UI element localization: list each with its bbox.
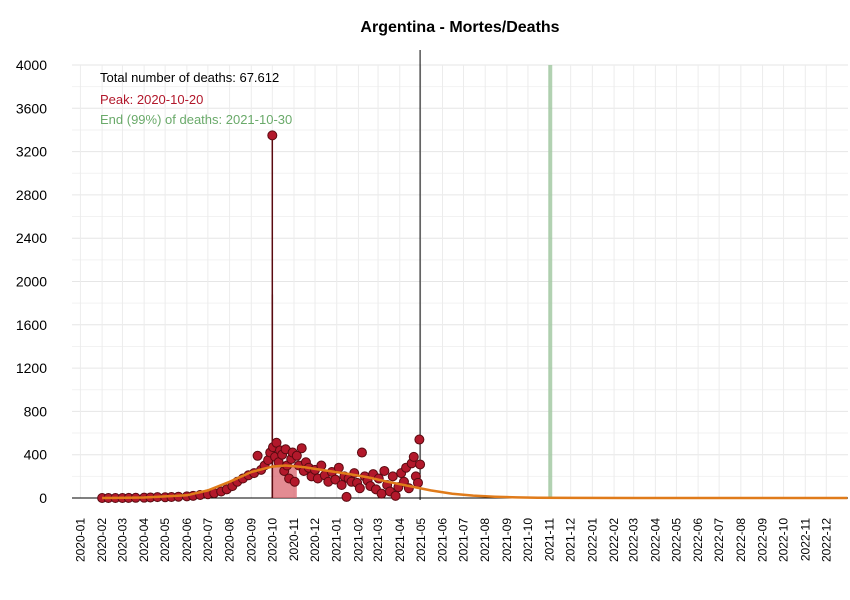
data-point xyxy=(354,483,365,494)
x-tick-label: 2020-11 xyxy=(287,518,301,561)
total-deaths-annotation: Total number of deaths: 67.612 xyxy=(100,70,279,85)
y-tick-label: 4000 xyxy=(16,57,47,73)
data-point xyxy=(252,450,263,461)
x-axis: 2020-01 2020-02 2020-03 2020-04 2020-05 2020-… xyxy=(73,518,833,562)
data-point xyxy=(291,450,302,461)
data-point xyxy=(379,465,390,476)
x-tick-label: 2020-06 xyxy=(180,518,194,562)
y-tick-label: 2000 xyxy=(16,274,47,290)
data-point xyxy=(330,474,341,485)
x-tick-label: 2021-04 xyxy=(393,518,407,562)
data-point xyxy=(296,443,307,454)
y-tick-label: 3200 xyxy=(16,144,47,160)
x-tick-label: 2020-02 xyxy=(95,518,109,562)
annotations: Total number of deaths: 67.612 Peak: 202… xyxy=(100,70,292,127)
x-tick-label: 2022-03 xyxy=(627,518,641,562)
x-tick-label: 2020-10 xyxy=(265,518,279,562)
data-point xyxy=(341,491,352,502)
x-tick-label: 2022-06 xyxy=(691,518,705,562)
y-tick-label: 0 xyxy=(39,490,47,506)
end-band xyxy=(548,65,553,498)
x-tick-label: 2020-12 xyxy=(308,518,322,562)
fit-curve xyxy=(102,464,848,500)
x-tick-label: 2021-02 xyxy=(351,518,365,562)
x-tick-label: 2020-01 xyxy=(73,518,87,562)
x-tick-label: 2022-01 xyxy=(585,518,599,562)
data-point xyxy=(336,480,347,491)
x-tick-label: 2021-06 xyxy=(435,518,449,562)
x-tick-label: 2020-07 xyxy=(201,518,215,562)
x-tick-label: 2021-10 xyxy=(521,518,535,562)
y-tick-label: 2800 xyxy=(16,187,47,203)
x-tick-label: 2021-05 xyxy=(414,518,428,562)
fit-line xyxy=(102,464,848,500)
data-point xyxy=(414,434,425,445)
x-tick-label: 2021-09 xyxy=(500,518,514,562)
x-tick-label: 2022-10 xyxy=(777,518,791,562)
data-point xyxy=(408,451,419,462)
x-tick-label: 2021-01 xyxy=(330,518,344,562)
data-point xyxy=(356,447,367,458)
data-point xyxy=(390,490,401,501)
x-tick-label: 2022-09 xyxy=(756,518,770,562)
x-tick-label: 2021-07 xyxy=(457,518,471,562)
x-tick-label: 2022-05 xyxy=(669,518,683,562)
x-tick-label: 2020-08 xyxy=(223,518,237,562)
x-tick-label: 2020-09 xyxy=(244,518,258,562)
x-tick-label: 2021-12 xyxy=(564,518,578,562)
peak-annotation: Peak: 2020-10-20 xyxy=(100,92,203,107)
x-tick-label: 2022-02 xyxy=(607,518,621,562)
x-tick-label: 2022-07 xyxy=(712,518,726,562)
y-tick-label: 1200 xyxy=(16,360,47,376)
y-tick-label: 800 xyxy=(24,403,48,419)
y-tick-label: 400 xyxy=(24,447,48,463)
x-tick-label: 2021-08 xyxy=(478,518,492,562)
y-tick-label: 2400 xyxy=(16,230,47,246)
chart-title: Argentina - Mortes/Deaths xyxy=(360,19,559,36)
end-annotation: End (99%) of deaths: 2021-10-30 xyxy=(100,112,292,127)
spike-lines xyxy=(267,130,278,498)
grid xyxy=(72,50,848,500)
data-point xyxy=(387,471,398,482)
spike-point xyxy=(267,130,278,141)
x-tick-label: 2022-11 xyxy=(798,518,812,561)
x-tick-label: 2022-04 xyxy=(648,518,662,562)
x-tick-label: 2020-03 xyxy=(115,518,129,562)
data-point xyxy=(376,488,387,499)
x-tick-label: 2022-12 xyxy=(819,518,833,562)
x-tick-label: 2021-11 xyxy=(543,518,557,561)
x-tick-label: 2020-05 xyxy=(158,518,172,562)
data-point xyxy=(289,476,300,487)
y-tick-label: 3600 xyxy=(16,100,47,116)
y-axis: 0 400 800 1200 1600 2000 2400 2800 3200 3600 4000 xyxy=(16,57,47,506)
x-tick-label: 2020-04 xyxy=(137,518,151,562)
data-point xyxy=(415,459,426,470)
x-tick-label: 2021-03 xyxy=(371,518,385,562)
y-tick-label: 1600 xyxy=(16,317,47,333)
x-tick-label: 2022-08 xyxy=(734,518,748,562)
